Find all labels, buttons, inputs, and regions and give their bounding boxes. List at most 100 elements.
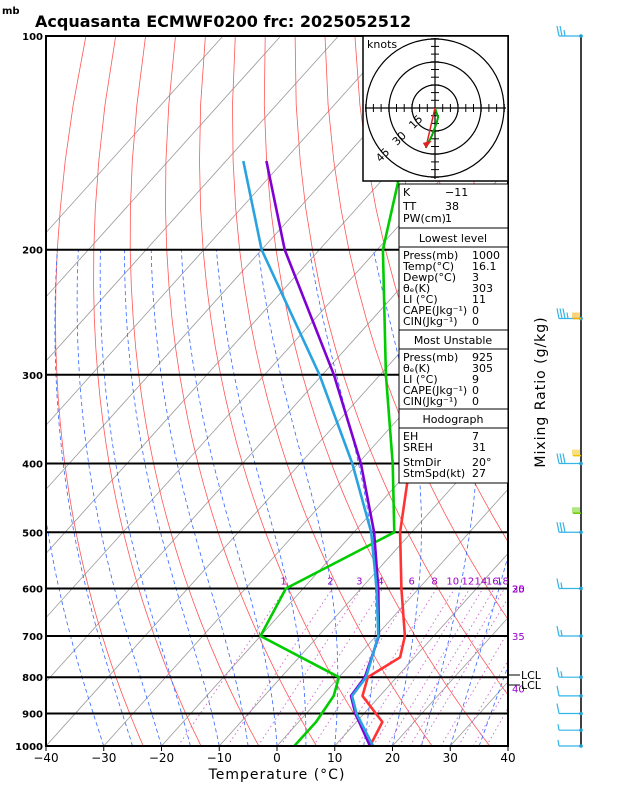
pressure-tick-label: 1000 [15,742,43,753]
mixing-ratio-line [398,588,495,746]
x-axis-label: Temperature (°C) [208,767,346,783]
mixing-ratio-label: 25 [512,585,525,596]
mixing-ratio-label: 8 [431,577,437,588]
temperature-tick-label: 20 [385,751,400,765]
moist-adiabat [216,249,307,746]
lowest-press-label: Press(mb) [403,249,458,262]
temperature-tick-label: 40 [500,751,515,765]
pressure-tick-label: 500 [22,528,43,539]
lowest-thetae-value: 303 [472,282,493,295]
mu-press-value: 925 [472,351,493,364]
wind-barb-flag [556,522,560,533]
wind-barb-flag [556,685,560,697]
wind-barb-flag [556,453,560,464]
lcl-label: LCL [521,669,542,682]
hodo-stmspd-label: StmSpd(kt) [403,467,465,480]
wind-barb-flag [556,578,560,589]
hodo-stmdir-label: StmDir [403,456,442,469]
isotherm [218,424,508,746]
index-value-k: −11 [445,186,468,199]
index-value-pw: 1 [445,212,452,225]
hodograph-unit: knots [367,38,397,51]
lowest-level-heading: Lowest level [419,232,487,245]
dry-adiabat [199,36,375,746]
wind-barb-point [579,586,583,591]
right-axis-label: Mixing Ratio (g/kg) [533,316,549,467]
wind-barb-half-flag [560,629,563,637]
wind-barb-flag [556,667,560,678]
wind-barb-flag [562,308,566,319]
most-unstable-heading: Most Unstable [414,334,493,347]
mixing-ratio-line [372,588,471,746]
wind-barb-flag [562,522,566,533]
wind-barb-half-flag [563,29,566,37]
lowest-temp-value: 16.1 [472,260,497,273]
pressure-tick-label: 100 [22,32,43,43]
temperature-tick-label: 30 [443,751,458,765]
lcl-markers: LCL LCL [509,669,542,692]
wind-barb-flag [556,25,560,37]
mixing-ratio-label: 30 [512,585,525,596]
mu-cape-label: CAPE(Jkg⁻¹) [403,384,467,397]
isotherm [46,36,282,298]
lowest-thetae-label: θₑ(K) [403,282,430,295]
hodograph-ring [365,38,505,178]
dry-adiabat [55,36,144,746]
mixing-ratio-label: 16 [486,577,499,588]
pressure-tick-label: 900 [22,710,43,721]
moist-adiabat [181,249,278,746]
wind-barb-flag [556,703,560,714]
pressure-tick-label: 800 [22,673,43,684]
dry-adiabat [294,36,508,696]
mixing-ratio-label: 10 [446,577,459,588]
indices-panel: K −11 TT 38 PW(cm) 1 Lowest level Press(… [398,183,509,484]
temperature-axis: −40 −30 −20 −10 0 10 20 30 40 [33,746,516,765]
mixing-ratio-line [177,588,286,746]
mu-cin-label: CIN(Jkg⁻¹) [403,395,458,408]
wind-barb-flag [556,308,560,319]
wind-barb-point [579,744,583,748]
lowest-temp-label: Temp(°C) [402,260,454,273]
background-grid [46,36,508,746]
isotherm [46,36,339,362]
wind-barb-flag [562,453,566,464]
temperature-tick-label: −30 [91,751,116,765]
index-label-pw: PW(cm) [403,212,446,225]
mixing-ratio-label: 6 [409,577,415,588]
wind-barb-half-flag [557,724,560,731]
indices-box [398,183,509,229]
mixing-ratio-line [227,588,333,746]
hodo-sreh-value: 31 [472,441,486,454]
mu-thetae-value: 305 [472,362,493,375]
hodograph-trace-line [424,107,440,149]
mixing-ratio-label: 35 [512,632,525,643]
lcl-label: LCL [521,679,542,692]
hodograph-ring [411,84,459,132]
lowest-dewp-value: 3 [472,271,479,284]
moist-adiabat [372,249,422,746]
mixing-ratio-label: 3 [356,577,362,588]
lowest-cape-label: CAPE(Jkg⁻¹) [403,304,467,317]
wind-barb-point [579,728,583,732]
storm-motion-vector [425,107,436,149]
hodo-eh-value: 7 [472,430,479,443]
mixing-ratio-label: 20 [512,585,525,596]
mixing-ratio-label: 1 [280,577,286,588]
mu-cape-value: 0 [472,384,479,397]
isotherm [276,488,508,746]
temperature-tick-label: −10 [207,751,232,765]
lowest-cin-value: 0 [472,315,479,328]
dry-adiabat [93,36,202,746]
dewpoint-profile [259,36,433,746]
pressure-axis: 1000 900 800 700 600 500 400 300 200 100 [15,32,43,753]
isotherm [334,552,508,746]
temperature-tick-label: 10 [327,751,342,765]
wind-barb-half-flag [557,739,560,747]
lowest-li-label: LI (°C) [403,293,438,306]
temperature-tick-label: −40 [33,751,58,765]
lowest-dewp-label: Dewp(°C) [403,271,456,284]
wind-barb-point [579,34,583,38]
